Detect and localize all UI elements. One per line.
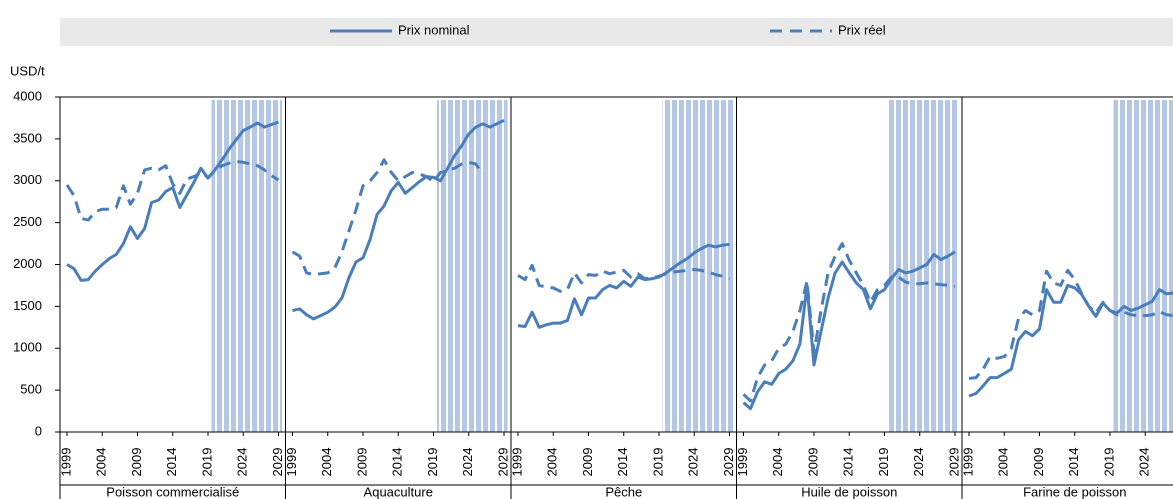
panel-title: Farine de poisson xyxy=(1023,484,1126,499)
series-line xyxy=(517,242,730,329)
x-tick-label: 2009 xyxy=(354,448,369,477)
x-tick-label: 2009 xyxy=(580,448,595,477)
x-tick-label: 2019 xyxy=(876,448,891,477)
x-tick-label: 2014 xyxy=(164,448,179,477)
x-tick-label: 2024 xyxy=(911,448,926,477)
x-tick-label: 2029 xyxy=(270,448,285,477)
x-tick-label: 2029 xyxy=(1172,448,1173,477)
panel-title: Huile de poisson xyxy=(801,484,897,499)
legend-label: Prix réel xyxy=(838,22,886,37)
series-line xyxy=(968,268,1173,380)
x-tick-label: 2024 xyxy=(460,448,475,477)
panel-title: Pêche xyxy=(605,484,642,499)
series-line xyxy=(66,120,279,282)
x-tick-label: 2029 xyxy=(946,448,961,477)
x-tick-label: 2014 xyxy=(1066,448,1081,477)
x-tick-label: 1999 xyxy=(735,448,750,477)
y-tick-label: 1500 xyxy=(13,298,42,313)
series-line xyxy=(742,250,956,411)
legend-background xyxy=(60,18,1173,46)
x-tick-label: 2004 xyxy=(319,448,334,477)
x-tick-label: 2019 xyxy=(650,448,665,477)
y-tick-label: 3500 xyxy=(13,130,42,145)
x-tick-label: 2004 xyxy=(545,448,560,477)
projection-shade xyxy=(662,100,734,432)
panel-title: Poisson commercialisé xyxy=(106,484,239,499)
y-tick-label: 3000 xyxy=(13,172,42,187)
x-tick-label: 2004 xyxy=(770,448,785,477)
x-tick-label: 2019 xyxy=(425,448,440,477)
projection-shade xyxy=(1113,100,1173,432)
x-tick-label: 2019 xyxy=(1101,448,1116,477)
x-tick-label: 1999 xyxy=(509,448,524,477)
x-tick-label: 2019 xyxy=(199,448,214,477)
x-tick-label: 2004 xyxy=(996,448,1011,477)
x-tick-label: 2024 xyxy=(235,448,250,477)
y-tick-label: 0 xyxy=(35,423,42,438)
y-tick-label: 2500 xyxy=(13,214,42,229)
series-line xyxy=(65,160,280,222)
x-tick-label: 2014 xyxy=(841,448,856,477)
y-tick-label: 1000 xyxy=(13,340,42,355)
x-tick-label: 1999 xyxy=(284,448,299,477)
y-tick-label: 4000 xyxy=(13,88,42,103)
x-tick-label: 2024 xyxy=(1137,448,1152,477)
series-line xyxy=(517,263,731,293)
projection-shade xyxy=(437,100,508,432)
y-axis-unit: USD/t xyxy=(10,63,45,78)
series-line xyxy=(742,242,956,403)
x-tick-label: 2009 xyxy=(129,448,144,477)
series-line xyxy=(968,283,1173,398)
x-tick-label: 1999 xyxy=(960,448,975,477)
projection-shade xyxy=(211,100,283,432)
x-tick-label: 2004 xyxy=(94,448,109,477)
panel-title: Aquaculture xyxy=(364,484,433,499)
x-tick-label: 2009 xyxy=(1031,448,1046,477)
y-tick-label: 2000 xyxy=(13,256,42,271)
x-tick-label: 2029 xyxy=(495,448,510,477)
series-line xyxy=(291,158,485,277)
x-tick-label: 2029 xyxy=(721,448,736,477)
legend-label: Prix nominal xyxy=(398,22,470,37)
x-tick-label: 2014 xyxy=(390,448,405,477)
series-line xyxy=(292,119,505,321)
x-tick-label: 1999 xyxy=(58,448,73,477)
x-tick-label: 2024 xyxy=(686,448,701,477)
x-tick-label: 2009 xyxy=(805,448,820,477)
x-tick-label: 2014 xyxy=(615,448,630,477)
y-tick-label: 500 xyxy=(20,382,42,397)
